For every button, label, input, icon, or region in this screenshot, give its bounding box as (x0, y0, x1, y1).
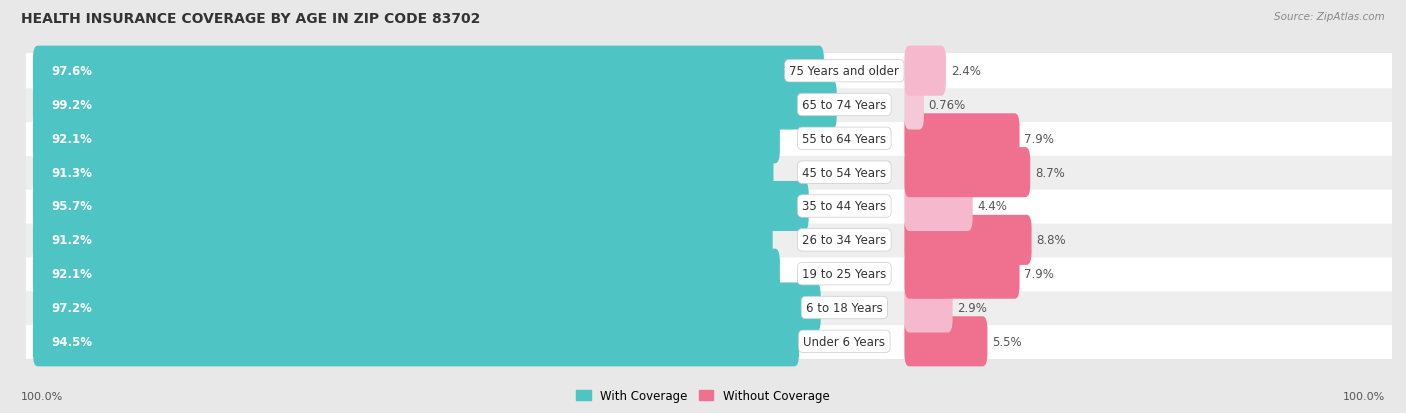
FancyBboxPatch shape (904, 80, 924, 130)
Text: HEALTH INSURANCE COVERAGE BY AGE IN ZIP CODE 83702: HEALTH INSURANCE COVERAGE BY AGE IN ZIP … (21, 12, 481, 26)
Text: Under 6 Years: Under 6 Years (803, 335, 886, 348)
Text: 8.7%: 8.7% (1035, 166, 1064, 179)
FancyBboxPatch shape (32, 316, 799, 366)
FancyBboxPatch shape (25, 223, 1403, 258)
FancyBboxPatch shape (32, 80, 837, 130)
FancyBboxPatch shape (25, 290, 1403, 325)
FancyBboxPatch shape (25, 324, 1403, 359)
Text: 92.1%: 92.1% (52, 268, 93, 280)
FancyBboxPatch shape (25, 189, 1403, 224)
Text: 100.0%: 100.0% (21, 391, 63, 401)
FancyBboxPatch shape (904, 316, 987, 366)
Text: 55 to 64 Years: 55 to 64 Years (803, 133, 886, 145)
FancyBboxPatch shape (32, 148, 773, 198)
Text: 75 Years and older: 75 Years and older (789, 65, 900, 78)
Text: 0.76%: 0.76% (929, 99, 966, 112)
FancyBboxPatch shape (904, 215, 1032, 265)
Text: 35 to 44 Years: 35 to 44 Years (803, 200, 886, 213)
FancyBboxPatch shape (904, 114, 1019, 164)
FancyBboxPatch shape (32, 283, 821, 333)
Text: 2.4%: 2.4% (950, 65, 980, 78)
Text: 2.9%: 2.9% (957, 301, 987, 314)
Text: 8.8%: 8.8% (1036, 234, 1066, 247)
Text: 45 to 54 Years: 45 to 54 Years (803, 166, 886, 179)
FancyBboxPatch shape (32, 249, 780, 299)
FancyBboxPatch shape (25, 88, 1403, 123)
Text: 26 to 34 Years: 26 to 34 Years (803, 234, 886, 247)
FancyBboxPatch shape (32, 114, 780, 164)
Text: 19 to 25 Years: 19 to 25 Years (803, 268, 886, 280)
Text: 95.7%: 95.7% (52, 200, 93, 213)
FancyBboxPatch shape (904, 148, 1031, 198)
FancyBboxPatch shape (32, 182, 808, 231)
Text: Source: ZipAtlas.com: Source: ZipAtlas.com (1274, 12, 1385, 22)
FancyBboxPatch shape (32, 215, 773, 265)
Text: 97.6%: 97.6% (52, 65, 93, 78)
FancyBboxPatch shape (25, 54, 1403, 89)
Text: 92.1%: 92.1% (52, 133, 93, 145)
FancyBboxPatch shape (25, 155, 1403, 190)
Text: 91.3%: 91.3% (52, 166, 93, 179)
Text: 100.0%: 100.0% (1343, 391, 1385, 401)
Legend: With Coverage, Without Coverage: With Coverage, Without Coverage (572, 385, 834, 407)
Text: 65 to 74 Years: 65 to 74 Years (803, 99, 886, 112)
FancyBboxPatch shape (904, 47, 946, 97)
FancyBboxPatch shape (904, 249, 1019, 299)
Text: 94.5%: 94.5% (52, 335, 93, 348)
Text: 97.2%: 97.2% (52, 301, 93, 314)
Text: 7.9%: 7.9% (1024, 268, 1054, 280)
FancyBboxPatch shape (904, 182, 973, 231)
Text: 7.9%: 7.9% (1024, 133, 1054, 145)
Text: 99.2%: 99.2% (52, 99, 93, 112)
Text: 4.4%: 4.4% (977, 200, 1007, 213)
Text: 5.5%: 5.5% (993, 335, 1022, 348)
FancyBboxPatch shape (904, 283, 953, 333)
Text: 91.2%: 91.2% (52, 234, 93, 247)
Text: 6 to 18 Years: 6 to 18 Years (806, 301, 883, 314)
FancyBboxPatch shape (32, 47, 824, 97)
FancyBboxPatch shape (25, 256, 1403, 292)
FancyBboxPatch shape (25, 121, 1403, 157)
